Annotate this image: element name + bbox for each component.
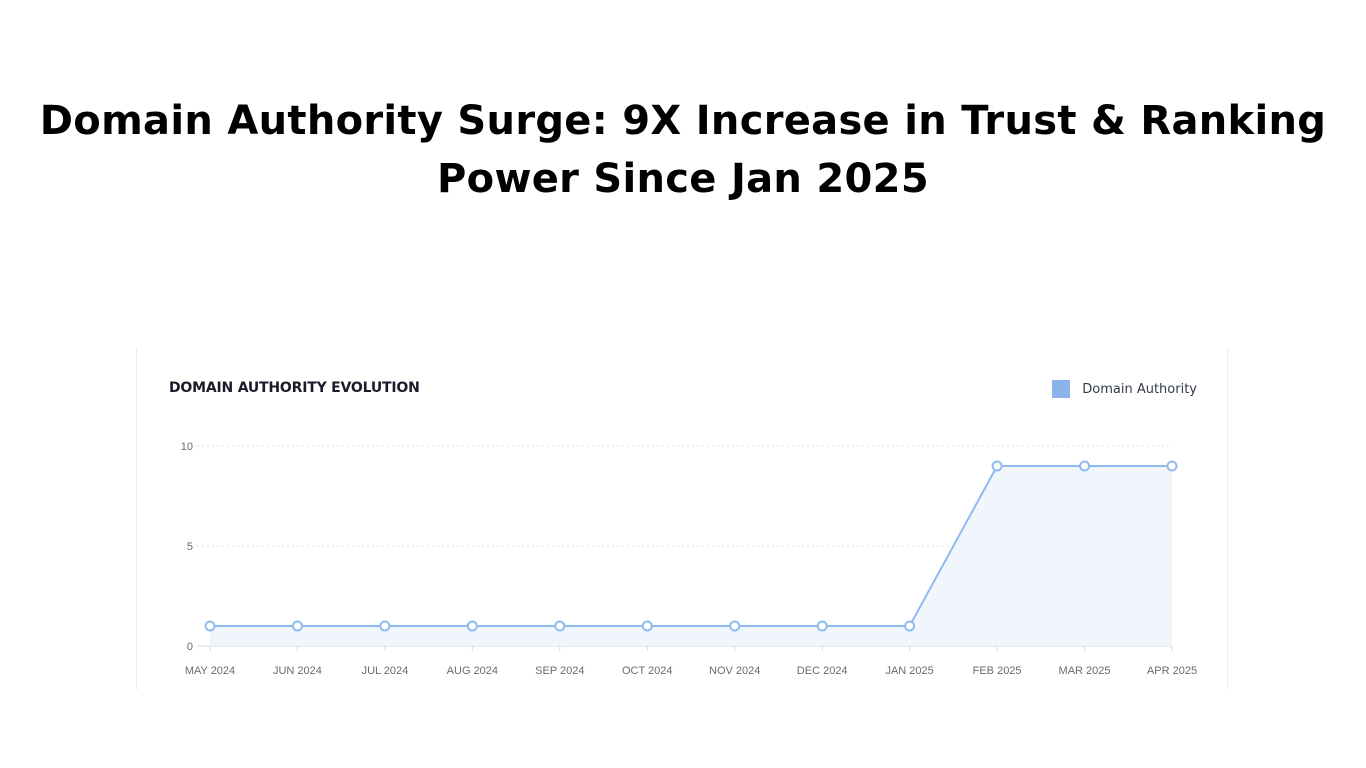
data-point <box>204 620 216 632</box>
headline-line-2: Power Since Jan 2025 <box>437 156 929 202</box>
x-tick-label: SEP 2024 <box>535 665 584 677</box>
legend-label: Domain Authority <box>1082 381 1197 397</box>
x-tick-label: JUN 2024 <box>273 665 322 677</box>
y-tick-label: 0 <box>187 641 193 653</box>
chart-plot: 0 5 10 MAY 2024 JUN 2024 JUL 2024 AUG 2024 SEP … <box>181 441 1197 677</box>
chart-title: DOMAIN AUTHORITY EVOLUTION <box>169 380 420 396</box>
x-tick-label: AUG 2024 <box>447 665 498 677</box>
y-tick-label: 10 <box>181 441 193 453</box>
data-point <box>816 620 828 632</box>
data-point <box>466 620 478 632</box>
chart-legend[interactable]: Domain Authority <box>1052 380 1197 398</box>
data-point <box>991 460 1003 472</box>
x-tick-label: APR 2025 <box>1147 665 1197 677</box>
x-tick-label: FEB 2025 <box>973 665 1022 677</box>
x-tick-label: OCT 2024 <box>622 665 673 677</box>
legend-swatch <box>1052 380 1071 398</box>
x-tick-label: MAR 2025 <box>1059 665 1111 677</box>
data-point <box>904 620 916 632</box>
y-tick-label: 5 <box>187 541 193 553</box>
data-point <box>291 620 303 632</box>
page-headline: Domain Authority Surge: 9X Increase in T… <box>0 92 1366 208</box>
x-tick-label: MAY 2024 <box>185 665 235 677</box>
data-point <box>729 620 741 632</box>
x-tick-label: NOV 2024 <box>709 665 760 677</box>
data-point <box>554 620 566 632</box>
data-point <box>1166 460 1178 472</box>
data-point <box>1079 460 1091 472</box>
data-point <box>641 620 653 632</box>
chart-card: DOMAIN AUTHORITY EVOLUTION Domain Author… <box>136 348 1228 690</box>
x-tick-label: DEC 2024 <box>797 665 848 677</box>
data-point <box>379 620 391 632</box>
series-area <box>210 466 1172 646</box>
headline-line-1: Domain Authority Surge: 9X Increase in T… <box>39 98 1327 144</box>
series-line <box>210 465 1172 627</box>
x-tick-label: JAN 2025 <box>885 665 933 677</box>
x-tick-label: JUL 2024 <box>362 665 409 677</box>
